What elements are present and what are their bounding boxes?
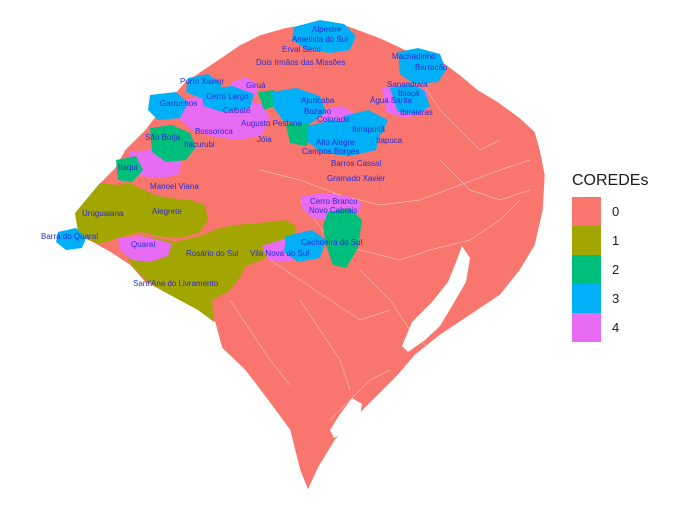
label-porto-xavier: Porto Xavier	[180, 77, 224, 86]
label-barros-cassal: Barros Cassal	[331, 159, 381, 168]
label-itacurubi: Itacurubi	[184, 140, 215, 149]
legend-item: 3	[572, 284, 648, 313]
label-barracao: Barracão	[415, 63, 448, 72]
region-2-itaqui	[116, 156, 143, 182]
label-itapuca: Itapuca	[376, 136, 403, 145]
region-3-alpestre	[292, 20, 356, 53]
legend-swatch	[572, 226, 601, 255]
legend-item: 4	[572, 313, 648, 342]
legend-label: 4	[612, 320, 620, 335]
region-2-ajuricaba	[286, 120, 315, 146]
region-3-ibirapuita	[344, 110, 388, 136]
label-ajuricaba: Ajuricaba	[301, 96, 335, 105]
label-itaqui: Itaqui	[118, 163, 138, 172]
legend-items: 0 1 2 3 4	[572, 197, 648, 342]
label-quarai: Quaraí	[131, 240, 156, 249]
region-3-barra-quarai	[56, 228, 86, 250]
label-girua: Giruá	[246, 81, 266, 90]
label-caibate: Caibaté	[223, 106, 251, 115]
label-erval-seco: Erval Seco	[282, 45, 321, 54]
region-2-giruá	[258, 90, 277, 110]
legend-title: COREDEs	[572, 172, 649, 189]
label-sananduva: Sananduva	[387, 80, 428, 89]
label-joia: Jóia	[257, 135, 272, 144]
legend-label: 2	[612, 262, 620, 277]
legend-label: 3	[612, 291, 620, 306]
legend-swatch	[572, 197, 601, 226]
label-barra-do-quarai: Barra do Quaraí	[41, 232, 99, 241]
legend-item: 2	[572, 255, 648, 284]
label-alegrete: Alegrete	[152, 207, 182, 216]
region-1-west	[75, 183, 208, 244]
label-agua-santa: Água Santa	[370, 96, 412, 105]
label-alpestre: Alpestre	[312, 25, 342, 34]
label-ibiaca: Ibiaçá	[398, 89, 420, 98]
label-cachoeira-do-sul: Cachoeira do Sul	[301, 238, 363, 247]
label-santana-livramento: Sant'Ana do Livramento	[133, 279, 219, 288]
label-ametista-do-sul: Ametista do Sul	[292, 35, 348, 44]
label-cerro-largo: Cerro Largo	[206, 92, 249, 101]
label-ibirapuita: Ibirapuitã	[352, 125, 385, 134]
label-colorado: Colorado	[317, 115, 350, 124]
region-3-ajuricaba	[272, 88, 326, 124]
label-augusto-pestana: Augusto Pestana	[241, 119, 302, 128]
region-3-cachoeira	[284, 230, 326, 262]
label-alto-alegre: Alto Alegre	[316, 138, 355, 147]
legend: COREDEs 0 1 2 3 4	[572, 172, 648, 342]
label-dois-irmaos: Dois Irmãos das Missões	[256, 58, 345, 67]
region-2-sao-borja	[150, 125, 196, 162]
label-bossoroca: Bossoroca	[195, 127, 233, 136]
label-rosario-do-sul: Rosário do Sul	[186, 249, 239, 258]
label-gramado-xavier: Gramado Xavier	[327, 174, 386, 183]
lagoa-mirim	[330, 398, 362, 438]
legend-label: 1	[612, 233, 620, 248]
legend-label: 0	[612, 204, 620, 219]
label-ibiraiaras: Ibiraiaras	[400, 108, 433, 117]
legend-swatch	[572, 313, 601, 342]
label-sao-borja: São Borja	[145, 133, 181, 142]
legend-item: 0	[572, 197, 648, 226]
label-machadinho: Machadinho	[392, 52, 436, 61]
label-uruguaiana: Uruguaiana	[82, 209, 124, 218]
region-2-cachoeira	[323, 208, 362, 268]
region-3-ibiaca	[390, 84, 430, 114]
label-vila-nova-do-sul: Vila Nova do Sul	[250, 249, 309, 258]
region-3-cerro-largo	[200, 86, 254, 112]
region-3-garruchos	[148, 92, 188, 120]
legend-item: 1	[572, 226, 648, 255]
region-3-machadinho	[398, 48, 446, 84]
region-4-quarai	[118, 236, 172, 262]
label-campos-borges: Campos Borges	[302, 147, 359, 156]
label-bozano: Bozano	[304, 107, 332, 116]
lagoa-dos-patos	[402, 246, 470, 352]
legend-swatch	[572, 255, 601, 284]
label-manoel-viana: Manoel Viana	[150, 182, 199, 191]
legend-swatch	[572, 284, 601, 313]
label-novo-cabrais: Novo Cabrais	[309, 206, 357, 215]
label-garruchos: Garruchos	[160, 99, 197, 108]
label-cerro-branco: Cerro Branco	[310, 197, 358, 206]
